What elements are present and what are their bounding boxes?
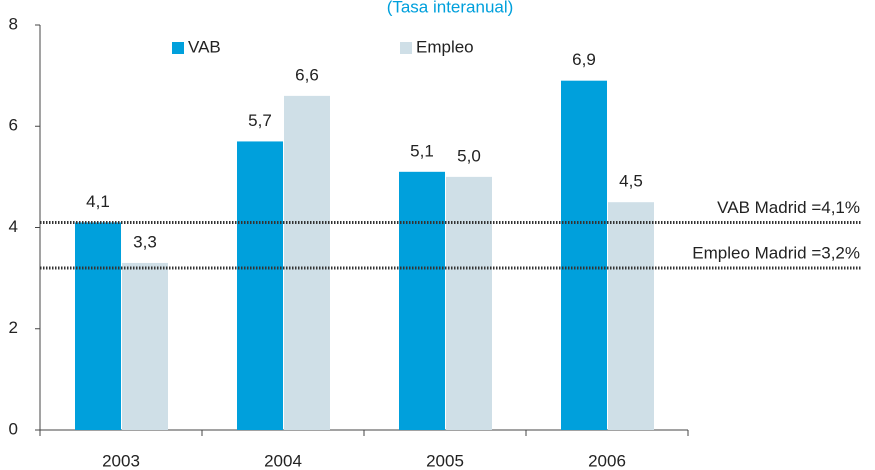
bar	[608, 202, 654, 430]
x-tick-label: 2003	[102, 451, 140, 470]
bar	[561, 80, 607, 430]
bar	[284, 95, 330, 430]
chart-subtitle: (Tasa interanual)	[387, 0, 514, 16]
x-tick-label: 2004	[264, 451, 302, 470]
y-tick-label: 4	[9, 217, 18, 236]
y-tick-label: 8	[9, 14, 18, 33]
legend-label: Empleo	[416, 37, 474, 56]
legend-swatch	[400, 42, 412, 54]
reference-label: VAB Madrid =4,1%	[717, 198, 860, 217]
value-label: 4,1	[86, 192, 110, 211]
value-label: 6,9	[572, 50, 596, 69]
bar	[237, 141, 283, 430]
value-label: 5,0	[457, 146, 481, 165]
legend-label: VAB	[188, 37, 221, 56]
value-label: 4,5	[619, 172, 643, 191]
y-tick-label: 2	[9, 318, 18, 337]
x-tick-label: 2006	[588, 451, 626, 470]
bar	[446, 176, 492, 430]
bar	[122, 262, 168, 430]
value-label: 6,6	[295, 65, 319, 84]
y-tick-label: 0	[9, 419, 18, 438]
y-tick-label: 6	[9, 116, 18, 135]
reference-label: Empleo Madrid =3,2%	[692, 243, 860, 262]
legend-swatch	[172, 42, 184, 54]
value-label: 5,1	[410, 141, 434, 160]
bar	[399, 171, 445, 430]
value-label: 3,3	[133, 232, 157, 251]
value-label: 5,7	[248, 111, 272, 130]
bar	[75, 222, 121, 430]
x-tick-label: 2005	[426, 451, 464, 470]
